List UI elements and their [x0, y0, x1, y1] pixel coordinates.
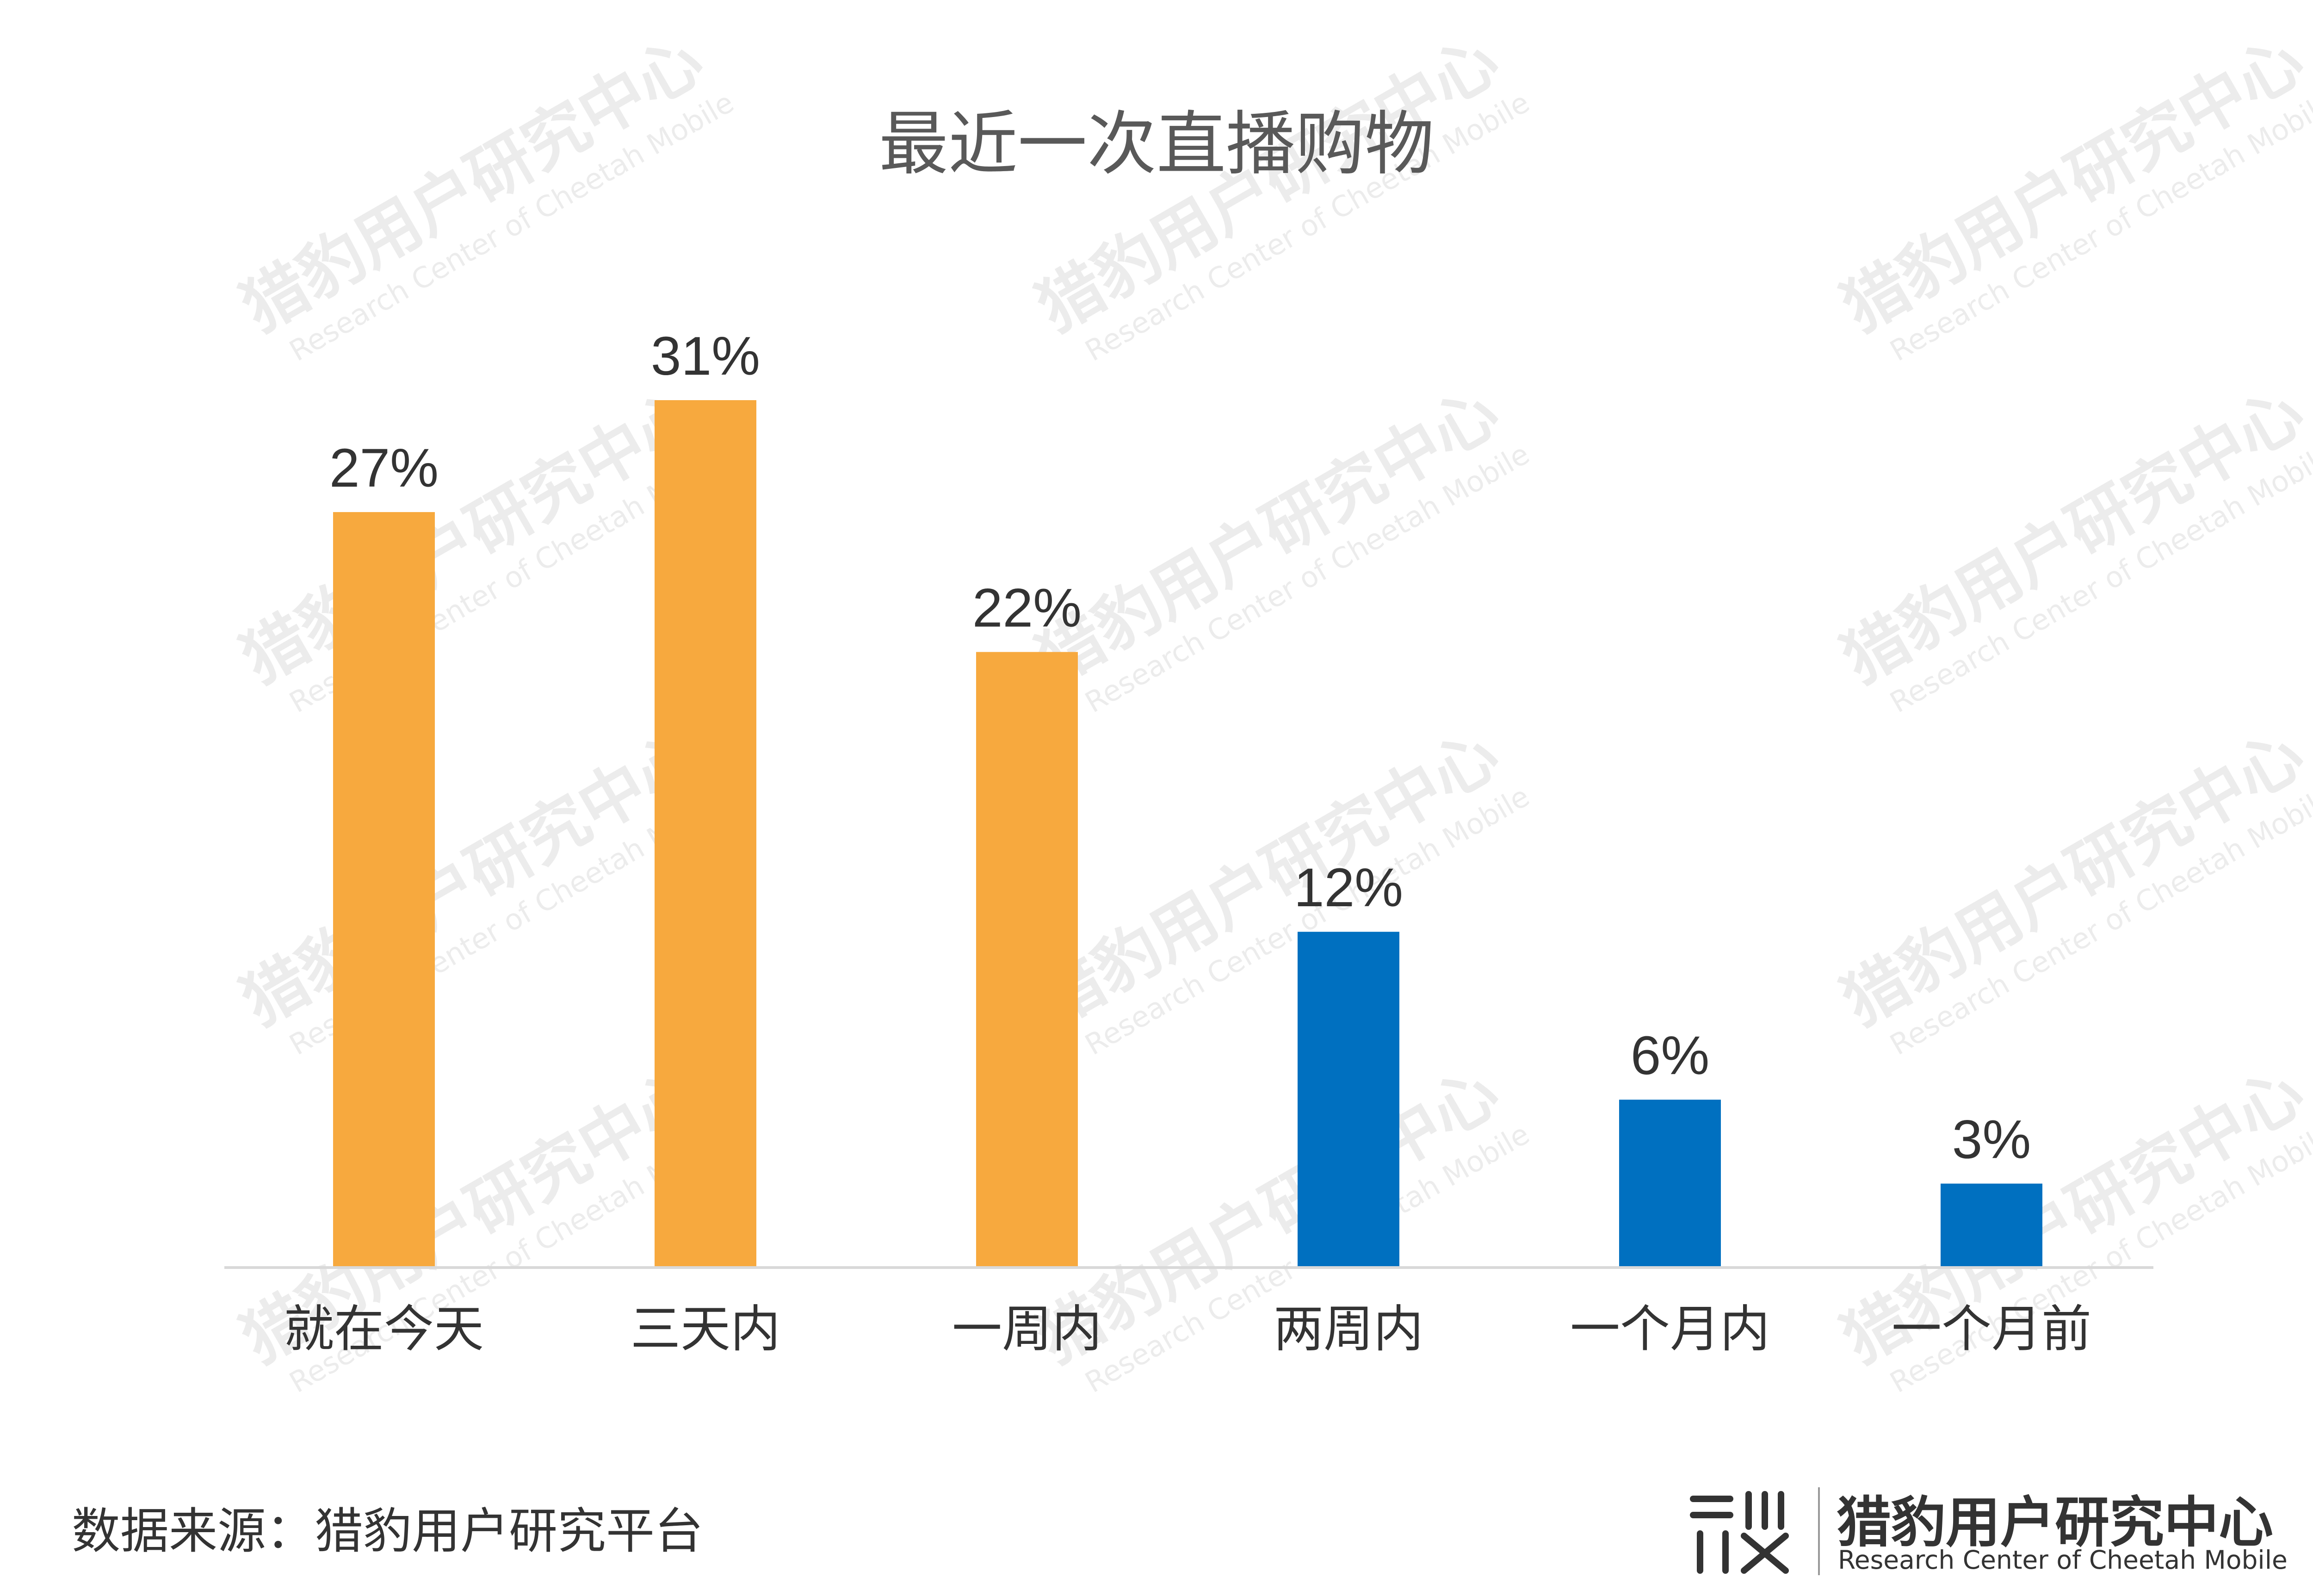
- value-labels-group: 27% 31% 22% 12% 6% 3%: [329, 326, 2031, 1170]
- value-label-6: 3%: [1952, 1109, 2031, 1170]
- svg-text:猎豹用户研究中心: 猎豹用户研究中心: [1830, 374, 2313, 698]
- chart-title: 最近一次直播购物: [878, 104, 1434, 185]
- svg-text:猎豹用户研究中心: 猎豹用户研究中心: [229, 374, 716, 698]
- bar-3: [976, 652, 1078, 1268]
- value-label-1: 27%: [329, 438, 439, 499]
- svg-text:猎豹用户研究中心: 猎豹用户研究中心: [1830, 716, 2313, 1040]
- logo-divider: [1818, 1487, 1820, 1575]
- bar-2: [655, 400, 756, 1268]
- svg-text:猎豹用户研究中心: 猎豹用户研究中心: [229, 716, 716, 1040]
- logo-subtitle: Research Center of Cheetah Mobile: [1838, 1545, 2288, 1575]
- value-label-3: 22%: [972, 577, 1082, 638]
- logo: 猎豹用户研究中心 Research Center of Cheetah Mobi…: [1684, 1480, 2294, 1577]
- category-label-1: 就在今天: [284, 1300, 484, 1358]
- svg-text:猎豹用户研究中心: 猎豹用户研究中心: [1025, 374, 1511, 698]
- category-label-6: 一个月前: [1892, 1300, 2091, 1358]
- category-label-3: 一周内: [952, 1300, 1102, 1358]
- category-label-5: 一个月内: [1570, 1300, 1770, 1358]
- bar-6: [1941, 1183, 2042, 1268]
- category-label-4: 两周内: [1274, 1300, 1423, 1358]
- value-label-5: 6%: [1631, 1025, 1710, 1086]
- logo-name: 猎豹用户研究中心: [1837, 1491, 2274, 1554]
- value-label-2: 31%: [651, 326, 760, 387]
- data-source: 数据来源：猎豹用户研究平台: [72, 1503, 704, 1559]
- bar-5: [1619, 1100, 1721, 1268]
- logo-mark-icon: [1690, 1491, 1789, 1574]
- category-labels-group: 就在今天 三天内 一周内 两周内 一个月内 一个月前: [284, 1300, 2091, 1358]
- bar-4: [1298, 932, 1399, 1268]
- category-label-2: 三天内: [631, 1300, 780, 1358]
- bar-1: [333, 512, 435, 1268]
- bars-group: [333, 400, 2042, 1268]
- svg-text:猎豹用户研究中心: 猎豹用户研究中心: [1025, 716, 1511, 1040]
- value-label-4: 12%: [1294, 857, 1403, 918]
